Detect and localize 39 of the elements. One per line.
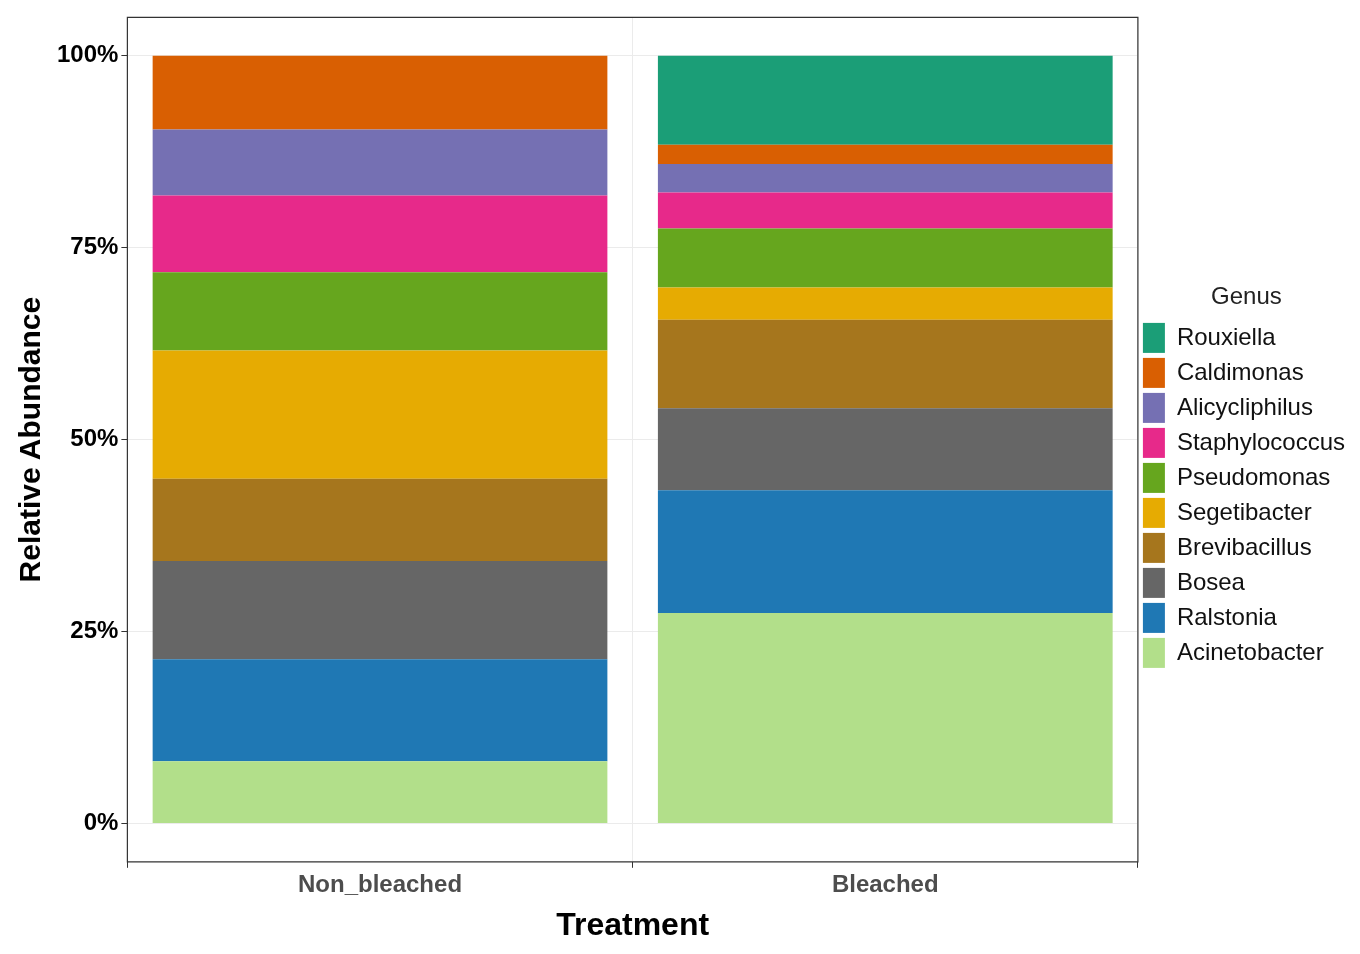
legend-label: Segetibacter — [1176, 497, 1312, 525]
legend-label: Caldimonas — [1176, 357, 1304, 385]
legend-label: Rouxiella — [1176, 322, 1277, 350]
legend-title: Genus — [1211, 281, 1282, 309]
bar — [152, 129, 608, 196]
bar — [152, 350, 608, 479]
bar — [152, 659, 608, 762]
legend-label: Acinetobacter — [1176, 637, 1324, 665]
y-tick-label: 75% — [70, 232, 119, 260]
bar — [152, 560, 608, 660]
bar — [152, 55, 608, 130]
y-tick-label: 100% — [56, 40, 119, 68]
bar — [152, 195, 608, 273]
bar — [657, 164, 1113, 193]
legend-label: Pseudomonas — [1176, 462, 1331, 490]
bar — [657, 228, 1113, 288]
bar — [657, 613, 1113, 823]
bar — [152, 272, 608, 351]
x-tick-label: Bleached — [831, 869, 939, 897]
bar — [657, 490, 1113, 614]
legend-label: Bosea — [1176, 567, 1246, 595]
x-axis-title: Treatment — [556, 905, 710, 942]
y-tick-label: 25% — [70, 616, 119, 644]
bar — [657, 408, 1113, 491]
y-axis-title: Relative Abundance — [13, 296, 47, 583]
legend-label: Brevibacillus — [1176, 532, 1312, 560]
legend-label: Staphylococcus — [1176, 427, 1345, 455]
bar — [657, 287, 1113, 320]
bar — [152, 478, 608, 561]
bar — [657, 144, 1113, 165]
y-tick-label: 50% — [70, 424, 119, 452]
y-tick-label: 0% — [83, 808, 119, 836]
legend-label: Ralstonia — [1176, 602, 1278, 630]
x-tick-label: Non_bleached — [297, 869, 463, 897]
legend-label: Alicycliphilus — [1176, 392, 1313, 420]
bar — [657, 192, 1113, 229]
bar — [657, 319, 1113, 409]
bar — [657, 55, 1113, 145]
bar — [152, 761, 608, 823]
